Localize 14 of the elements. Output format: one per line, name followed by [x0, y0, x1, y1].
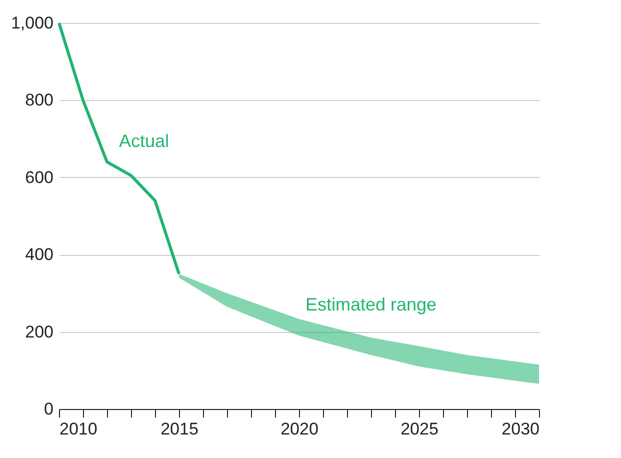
line-series: [58, 22, 180, 276]
legend-label: Estimated range: [305, 294, 437, 315]
y-tick-label: 1,000: [10, 14, 54, 32]
y-tick-label: 800: [25, 90, 54, 110]
x-tick-label: 2010: [60, 420, 98, 438]
x-tick-label: 2020: [280, 420, 318, 438]
x-tick-label: 2025: [400, 420, 438, 438]
y-tick-label: 600: [25, 168, 54, 187]
y-tick-label: 400: [25, 245, 54, 264]
x-tick-label: 2015: [160, 420, 198, 438]
series-label: Actual: [119, 130, 170, 151]
y-tick-label: 0: [44, 400, 54, 418]
y-tick-label: 200: [25, 322, 54, 342]
x-tick-label: 2030: [502, 420, 540, 438]
